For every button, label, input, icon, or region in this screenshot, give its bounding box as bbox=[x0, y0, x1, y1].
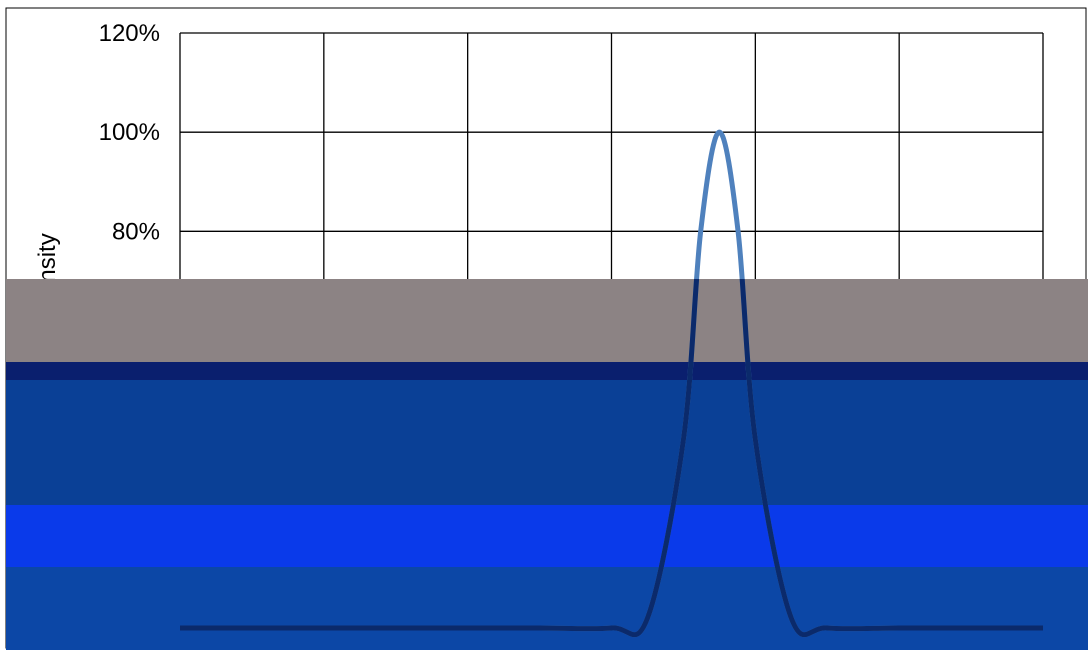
y-tick-label: 100% bbox=[99, 119, 160, 146]
navy-band bbox=[6, 362, 1088, 382]
overlay-bands bbox=[6, 279, 1088, 650]
y-tick-label: 80% bbox=[112, 218, 160, 245]
blue-band-lower bbox=[6, 567, 1088, 650]
y-tick-label: 120% bbox=[99, 20, 160, 47]
blue-band bbox=[6, 380, 1088, 505]
blue-band-bright bbox=[6, 505, 1088, 567]
gray-band bbox=[6, 279, 1088, 363]
series-group bbox=[180, 129, 1043, 638]
series-line-shadowed bbox=[180, 279, 1043, 638]
